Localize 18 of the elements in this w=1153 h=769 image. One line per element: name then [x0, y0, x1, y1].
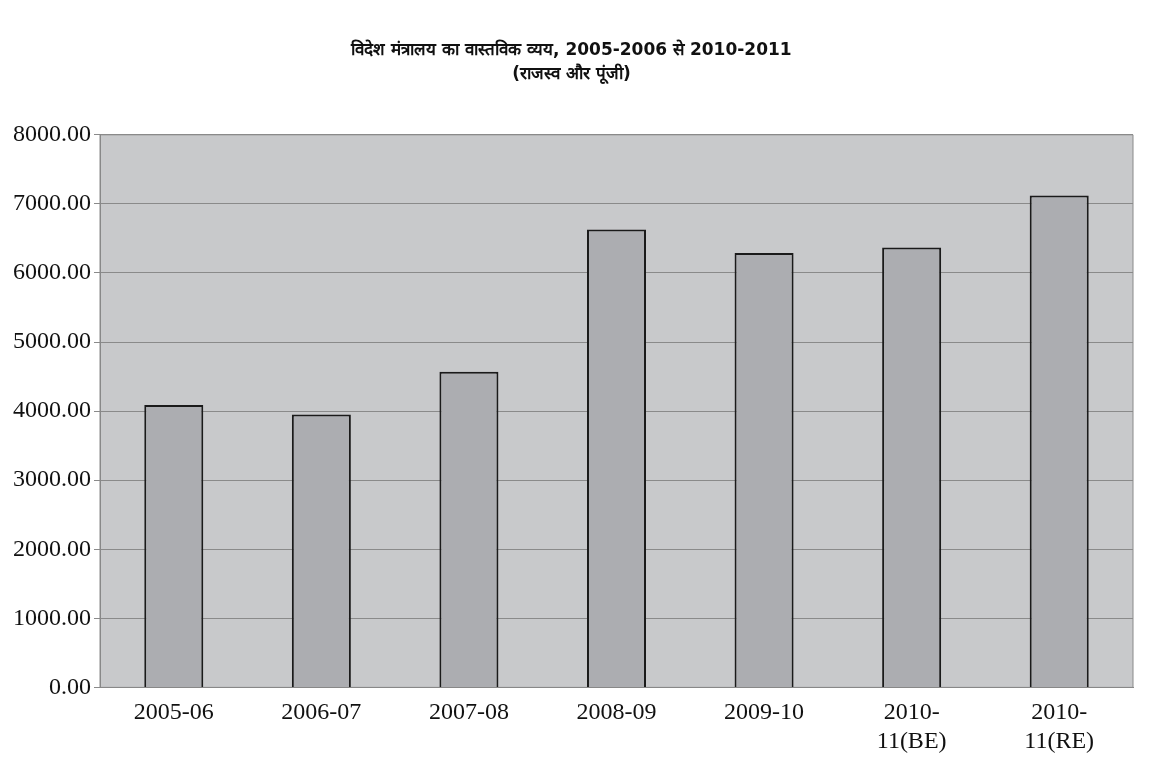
- y-tick-label: 7000.00: [13, 189, 91, 216]
- x-tick-label: 2008-09: [576, 698, 657, 725]
- y-tick-label: 6000.00: [13, 258, 91, 285]
- x-tick-label: 2007-08: [428, 698, 509, 725]
- chart-title: विदेश मंत्रालय का वास्तविक व्यय, 2005-2006 से 2010-2011: [350, 38, 792, 59]
- y-tick-label: 5000.00: [13, 327, 91, 354]
- x-tick-label: 2005-06: [133, 698, 214, 725]
- y-tick-label: 0.00: [49, 672, 91, 699]
- x-tick-label: 2006-07: [281, 698, 362, 725]
- y-tick-label: 4000.00: [13, 396, 91, 423]
- y-tick-label: 3000.00: [13, 465, 91, 492]
- x-tick-label: 2009-10: [724, 698, 805, 725]
- x-tick-label: 2010-11(BE): [876, 698, 947, 753]
- y-tick-label: 1000.00: [13, 603, 91, 630]
- chart-subtitle: (राजस्व और पूंजी): [512, 63, 631, 86]
- y-tick-label: 8000.00: [13, 120, 91, 147]
- x-tick-label: 2010-11(RE): [1024, 698, 1095, 753]
- y-tick-label: 2000.00: [13, 534, 91, 561]
